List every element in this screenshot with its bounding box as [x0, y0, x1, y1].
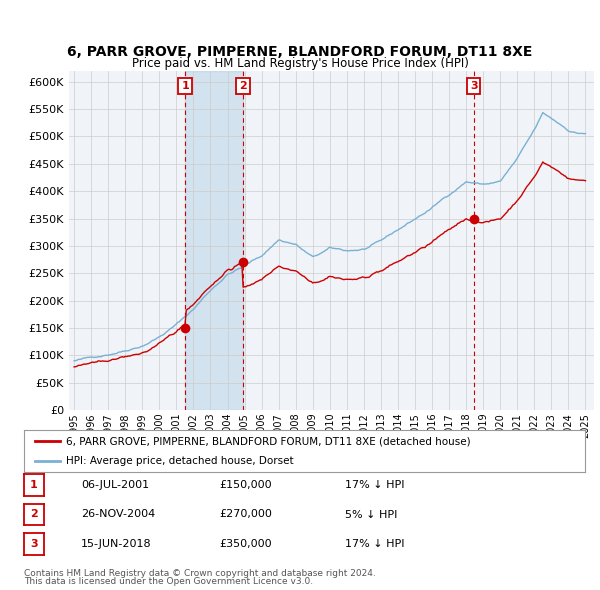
Text: £350,000: £350,000 [219, 539, 272, 549]
Text: HPI: Average price, detached house, Dorset: HPI: Average price, detached house, Dors… [66, 457, 294, 466]
Text: 1: 1 [181, 81, 189, 91]
Text: 06-JUL-2001: 06-JUL-2001 [81, 480, 149, 490]
Text: £270,000: £270,000 [219, 510, 272, 519]
Text: 3: 3 [470, 81, 478, 91]
Text: 1: 1 [30, 480, 38, 490]
Text: 2: 2 [30, 510, 38, 519]
Text: This data is licensed under the Open Government Licence v3.0.: This data is licensed under the Open Gov… [24, 578, 313, 586]
Text: Contains HM Land Registry data © Crown copyright and database right 2024.: Contains HM Land Registry data © Crown c… [24, 569, 376, 578]
Text: 2: 2 [239, 81, 247, 91]
Text: 17% ↓ HPI: 17% ↓ HPI [345, 480, 404, 490]
Text: 6, PARR GROVE, PIMPERNE, BLANDFORD FORUM, DT11 8XE (detached house): 6, PARR GROVE, PIMPERNE, BLANDFORD FORUM… [66, 437, 471, 447]
Text: 5% ↓ HPI: 5% ↓ HPI [345, 510, 397, 519]
Text: 6, PARR GROVE, PIMPERNE, BLANDFORD FORUM, DT11 8XE: 6, PARR GROVE, PIMPERNE, BLANDFORD FORUM… [67, 45, 533, 59]
Text: Price paid vs. HM Land Registry's House Price Index (HPI): Price paid vs. HM Land Registry's House … [131, 57, 469, 70]
Bar [185, 71, 243, 410]
Text: £150,000: £150,000 [219, 480, 272, 490]
Text: 17% ↓ HPI: 17% ↓ HPI [345, 539, 404, 549]
Text: 3: 3 [30, 539, 38, 549]
Text: 15-JUN-2018: 15-JUN-2018 [81, 539, 152, 549]
Text: 26-NOV-2004: 26-NOV-2004 [81, 510, 155, 519]
